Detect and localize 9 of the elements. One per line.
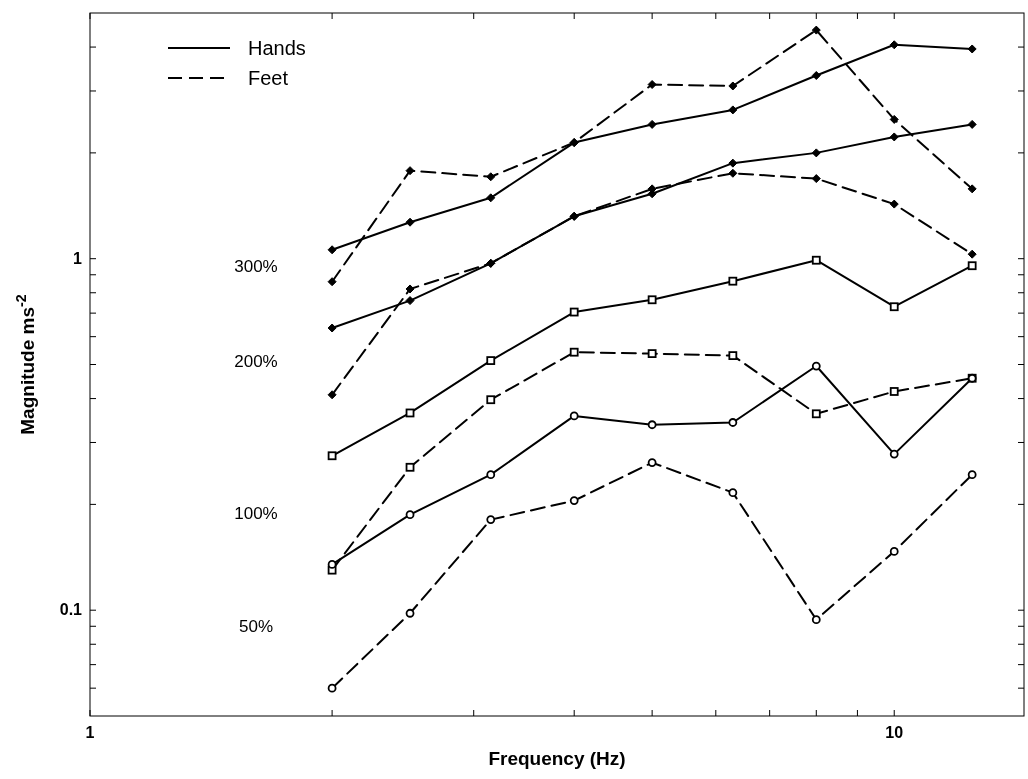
annotation: 50% <box>238 617 274 637</box>
y-tick-label: 0.1 <box>59 601 83 619</box>
legend-label: Feet <box>248 67 289 89</box>
annotation: 300% <box>234 256 278 276</box>
x-axis-title: Frequency (Hz) <box>488 748 626 769</box>
x-tick-label: 10 <box>885 724 904 741</box>
annotation: 200% <box>234 352 278 372</box>
annotation: 100% <box>234 503 278 523</box>
legend-label: Hands <box>248 37 306 59</box>
